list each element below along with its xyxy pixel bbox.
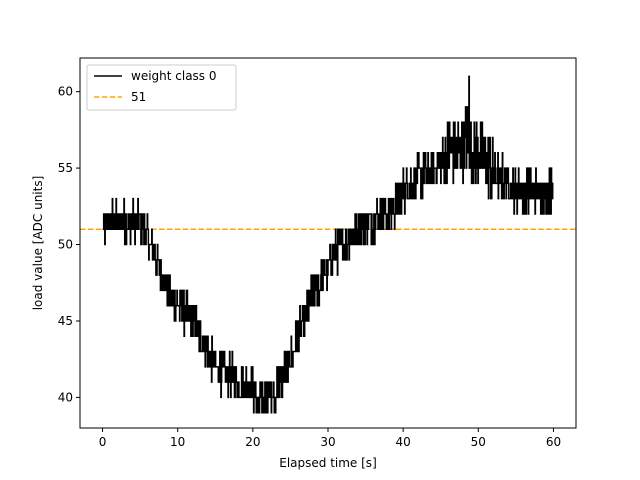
legend-box bbox=[86, 64, 237, 111]
y-tick-label: 50 bbox=[58, 238, 73, 252]
x-tick-label: 40 bbox=[396, 435, 411, 449]
y-axis: 40 45 50 55 60 bbox=[58, 85, 80, 404]
plot-area bbox=[80, 58, 576, 428]
legend: weight class 0 51 bbox=[86, 64, 237, 111]
series-load-line bbox=[102, 75, 554, 414]
x-tick-label: 0 bbox=[99, 435, 107, 449]
x-tick-label: 20 bbox=[245, 435, 260, 449]
x-tick-label: 30 bbox=[320, 435, 335, 449]
x-axis-label: Elapsed time [s] bbox=[279, 456, 377, 470]
series-layer bbox=[80, 75, 576, 414]
x-tick-label: 60 bbox=[546, 435, 561, 449]
y-tick-label: 55 bbox=[58, 161, 73, 175]
y-tick-label: 40 bbox=[58, 390, 73, 404]
legend-label-series: weight class 0 bbox=[131, 69, 217, 83]
x-tick-label: 50 bbox=[471, 435, 486, 449]
legend-label-reference: 51 bbox=[131, 90, 146, 104]
y-tick-label: 45 bbox=[58, 314, 73, 328]
x-tick-label: 10 bbox=[170, 435, 185, 449]
x-axis: 0 10 20 30 40 50 60 bbox=[99, 428, 561, 449]
y-tick-label: 60 bbox=[58, 85, 73, 99]
y-axis-label: load value [ADC units] bbox=[31, 176, 45, 311]
